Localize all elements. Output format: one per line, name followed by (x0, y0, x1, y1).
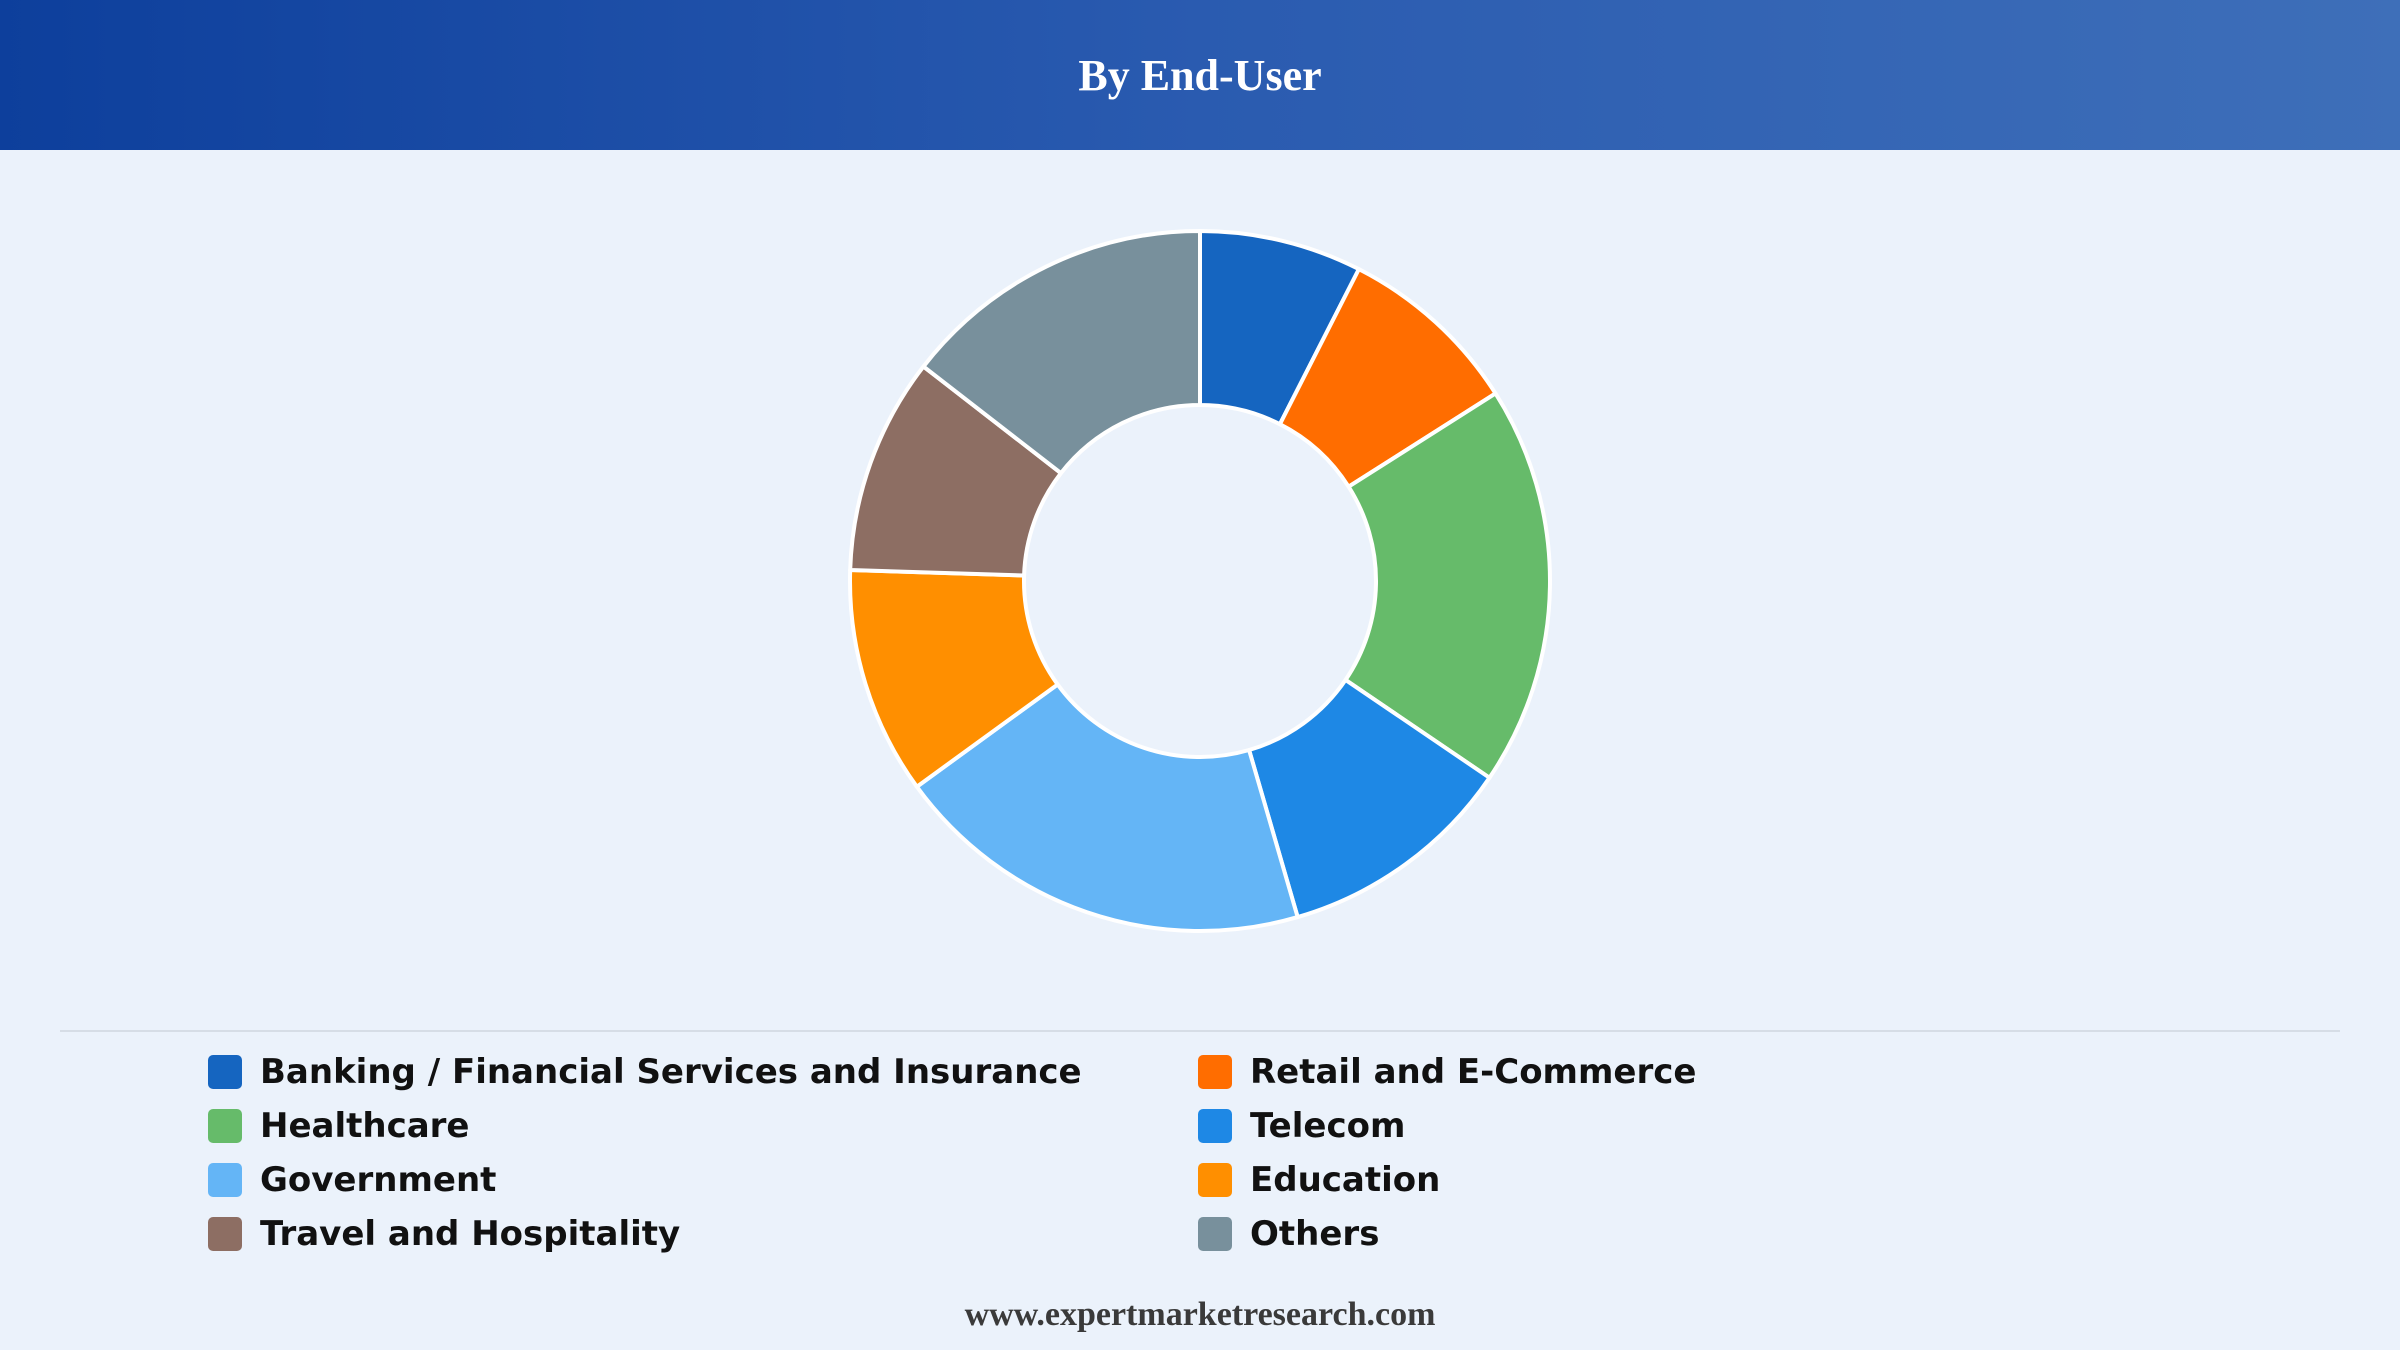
source-url: www.expertmarketresearch.com (964, 1296, 1436, 1333)
donut-chart-area (0, 150, 2400, 1030)
header-banner: By End-User (0, 0, 2400, 150)
legend-label-others: Others (1250, 1214, 1380, 1254)
legend-swatch-government (208, 1163, 242, 1197)
donut-slice-7 (921, 229, 1202, 476)
donut-slice-2 (1343, 391, 1552, 780)
legend-label-healthcare: Healthcare (260, 1106, 470, 1146)
legend-swatch-healthcare (208, 1109, 242, 1143)
page-title: By End-User (1078, 50, 1322, 100)
legend-item-travel: Travel and Hospitality (208, 1207, 1198, 1261)
legend-label-retail: Retail and E-Commerce (1250, 1052, 1697, 1092)
legend-swatch-telecom (1198, 1109, 1232, 1143)
legend-item-retail: Retail and E-Commerce (1198, 1045, 2098, 1099)
legend-label-travel: Travel and Hospitality (260, 1214, 681, 1254)
chart-legend: Banking / Financial Services and Insuran… (208, 1045, 2108, 1260)
legend-item-others: Others (1198, 1207, 2098, 1261)
donut-slice-4 (914, 682, 1300, 933)
legend-label-telecom: Telecom (1250, 1106, 1406, 1146)
legend-item-healthcare: Healthcare (208, 1099, 1198, 1153)
legend-label-banking: Banking / Financial Services and Insuran… (260, 1052, 1082, 1092)
legend-item-government: Government (208, 1153, 1198, 1207)
legend-item-telecom: Telecom (1198, 1099, 2098, 1153)
legend-swatch-travel (208, 1217, 242, 1251)
legend-swatch-retail (1198, 1055, 1232, 1089)
legend-swatch-banking (208, 1055, 242, 1089)
legend-label-education: Education (1250, 1160, 1441, 1200)
legend-item-banking: Banking / Financial Services and Insuran… (208, 1045, 1198, 1099)
legend-swatch-others (1198, 1217, 1232, 1251)
legend-divider (60, 1030, 2340, 1032)
legend-label-government: Government (260, 1160, 497, 1200)
legend-item-education: Education (1198, 1153, 2098, 1207)
donut-chart (848, 229, 1552, 933)
legend-swatch-education (1198, 1163, 1232, 1197)
